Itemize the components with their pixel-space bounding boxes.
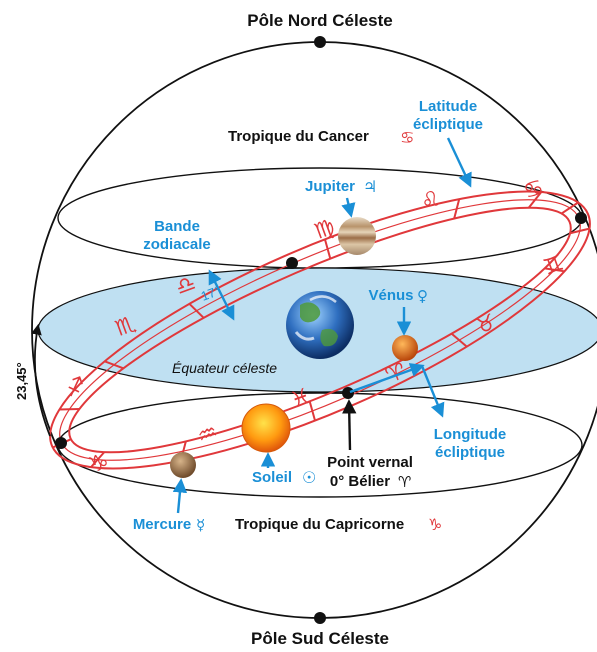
zodiac-sign-glyph: ♍ [311,215,338,245]
jupiter-pointer [341,197,356,218]
north-pole-label: Pôle Nord Céleste [247,11,393,30]
latitude-arrow [446,137,472,188]
solstice-winter-dot [55,437,67,449]
venus-label: Vénus [368,287,413,304]
mercury-pointer [172,478,188,514]
sun-body [241,403,291,453]
mercury-label: Mercure [133,516,191,533]
venus-body [392,335,418,361]
vernal-point-label-2: 0° Bélier [330,473,390,490]
sun-symbol: ☉ [302,468,316,487]
vernal-point-dot [342,387,354,399]
band-width-label: 17° [199,283,223,304]
longitude-pointer [420,365,445,418]
capricorn-symbol: ♑ [428,515,442,534]
zodiac-divider [560,201,579,215]
zodiac-divider [104,360,124,370]
tropic-cancer-label: Tropique du Cancer [228,128,369,145]
longitude-label-2: écliptique [435,444,505,461]
latitude-label-2: écliptique [413,116,483,133]
aries-symbol: ♈ [398,473,411,491]
zodiac-sign-glyph: ♊ [540,251,567,281]
zodiac-dividers [52,191,590,468]
zodiac-divider [544,267,565,273]
obliquity-label: 23,45° [14,362,29,400]
zodiac-divider [453,198,461,219]
zodiac-band-label-1: Bande [154,218,200,235]
vernal-point-label-1: Point vernal [327,454,413,471]
zodiac-band-inner [68,206,572,454]
south-pole-label: Pôle Sud Céleste [251,629,389,648]
longitude-arc-arrow [349,363,425,394]
jupiter-label: Jupiter [305,178,355,195]
longitude-label-1: Longitude [434,426,506,443]
zodiac-band-label-2: zodiacale [143,236,211,253]
jupiter-symbol: ♃ [363,177,377,196]
zodiac-width-arrow [208,269,235,321]
zodiac-sign-glyph: ♌ [417,186,444,216]
zodiac-divider [90,451,106,468]
zodiac-divider [308,401,316,421]
zodiac-sign-glyph: ♒ [194,420,221,450]
vernal-point-pointer [342,399,357,451]
celestial-equator-label: Équateur céleste [172,360,277,376]
latitude-label-1: Latitude [419,98,477,115]
ecliptic-north-dot [286,257,298,269]
north-pole-dot [314,36,326,48]
cancer-symbol: ♋ [400,128,414,147]
zodiac-sign-glyph: ♑ [86,449,112,479]
zodiac-divider [569,227,590,235]
tropic-capricorn-label: Tropique du Capricorne [235,516,404,533]
zodiac-divider [450,332,468,348]
jupiter-body [338,217,376,255]
obliquity-arc-arrow [31,323,51,437]
zodiac-divider [188,303,205,319]
earth [286,291,354,359]
sun-label: Soleil [252,469,292,486]
south-pole-dot [314,612,326,624]
mercury-body [170,452,196,478]
zodiac-divider [59,408,80,411]
zodiac-divider [527,191,542,209]
mercury-symbol: ☿ [196,516,205,534]
solstice-summer-dot [575,212,587,224]
zodiac-divider [324,239,332,259]
venus-symbol: ♀ [417,287,428,305]
